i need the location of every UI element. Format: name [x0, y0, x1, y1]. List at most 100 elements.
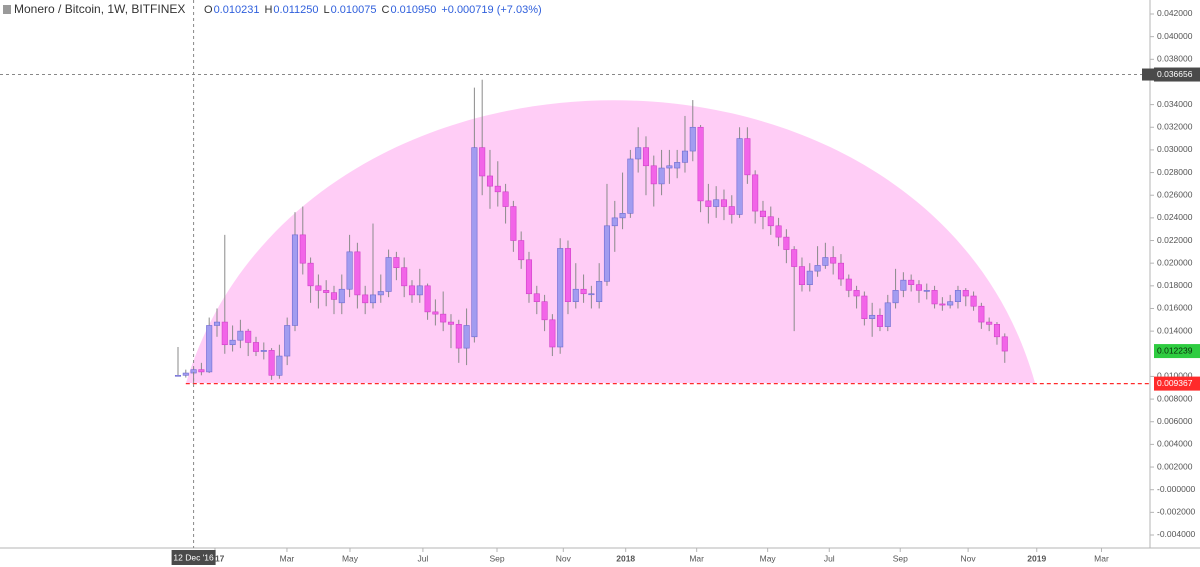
candle-body: [962, 290, 969, 297]
candle-body: [299, 234, 306, 264]
candle-body: [510, 206, 517, 241]
candle-body: [572, 288, 579, 302]
candle-body: [564, 248, 572, 302]
candle-body: [401, 267, 408, 287]
candle-body: [1001, 336, 1008, 352]
candle-body: [923, 290, 930, 292]
candle-body: [689, 126, 696, 152]
candle-body: [525, 259, 533, 295]
candle-body: [845, 278, 852, 291]
candle-body: [486, 175, 494, 187]
candle-body: [986, 321, 993, 325]
candle-body: [182, 372, 189, 376]
candle-body: [767, 216, 774, 227]
candle-body: [213, 321, 221, 326]
candle-body: [954, 290, 961, 302]
y-tick-label: 0.026000: [1157, 189, 1193, 199]
candle-body: [307, 262, 314, 287]
candle-body: [705, 200, 712, 207]
candle-body: [315, 285, 322, 291]
candle-body: [338, 288, 345, 304]
y-tick-label: 0.024000: [1157, 212, 1193, 222]
candle-body: [939, 303, 946, 306]
candle-body: [830, 257, 837, 264]
y-tick-label: 0.040000: [1157, 31, 1193, 41]
y-tick-label: -0.002000: [1157, 507, 1196, 517]
candle-body: [744, 138, 751, 176]
y-tick-label: 0.002000: [1157, 461, 1193, 471]
x-tick-label: Nov: [556, 553, 572, 563]
candle-body: [252, 342, 260, 352]
candle-body: [174, 375, 182, 377]
x-tick-label: Nov: [961, 553, 977, 563]
candle-body: [494, 185, 501, 193]
plot-area: [174, 79, 1150, 385]
candle-body: [432, 311, 439, 315]
candle-body: [611, 217, 618, 227]
legend-value: 0.011250: [273, 4, 318, 16]
candle-body: [884, 302, 891, 327]
candle-body: [245, 330, 252, 343]
candle-body: [580, 288, 587, 295]
candle-body: [440, 313, 447, 323]
x-tick-label: Mar: [1094, 553, 1109, 563]
y-tick-label: 0.042000: [1157, 8, 1193, 18]
legend-key: H: [264, 4, 272, 16]
candle-body: [837, 262, 845, 280]
candle-body: [666, 165, 673, 169]
candle-body: [759, 210, 767, 218]
candle-body: [541, 301, 548, 321]
y-tick-label: 0.014000: [1157, 325, 1193, 335]
candle-body: [791, 249, 798, 267]
candle-body: [658, 167, 665, 185]
y-tick-label: 0.034000: [1157, 99, 1193, 109]
candle-body: [323, 290, 330, 293]
candle-body: [221, 321, 228, 346]
candle-body: [206, 325, 213, 373]
candle-body: [237, 330, 244, 341]
y-tick-label: 0.016000: [1157, 303, 1193, 313]
candle-body: [229, 339, 236, 346]
candle-body: [284, 325, 291, 357]
candle-body: [603, 225, 611, 282]
y-tick-label: 0.006000: [1157, 416, 1193, 426]
candle-body: [260, 350, 267, 352]
candle-body: [931, 290, 938, 305]
last-price-bg: [1154, 344, 1200, 359]
candle-body: [416, 285, 423, 296]
y-tick-label: 0.030000: [1157, 144, 1193, 154]
crosshair-button: [1142, 68, 1154, 81]
candle-body: [346, 251, 353, 290]
candle-body: [681, 150, 689, 163]
candle-body: [463, 325, 470, 349]
candle-body: [697, 126, 704, 202]
x-tick-label: Sep: [893, 553, 908, 563]
legend-key: O: [204, 4, 213, 16]
candle-body: [861, 295, 868, 319]
x-tick-label: 2018: [616, 553, 635, 563]
candle-body: [642, 147, 650, 167]
candle-body: [393, 257, 400, 269]
candle-body: [408, 285, 416, 296]
y-tick-label: 0.028000: [1157, 167, 1193, 177]
candle-body: [424, 285, 431, 313]
x-tick-label: Sep: [489, 553, 504, 563]
chart-title: Monero / Bitcoin, 1W, BITFINEX: [14, 2, 185, 16]
y-tick-label: -0.004000: [1157, 529, 1196, 539]
y-tick-label: 0.020000: [1157, 257, 1193, 267]
candle-body: [775, 225, 782, 238]
candle-body: [291, 234, 299, 326]
support-price-label: 0.009367: [1157, 378, 1193, 388]
candle-body: [900, 279, 907, 291]
candle-body: [720, 199, 728, 207]
x-tick-label: Mar: [689, 553, 704, 563]
legend-value: 0.010231: [214, 4, 260, 16]
candle-body: [752, 174, 759, 212]
candle-body: [915, 284, 923, 291]
y-tick-label: 0.018000: [1157, 280, 1193, 290]
candle-body: [736, 138, 743, 215]
ohlc-legend: O 0.010231 H 0.011250 L 0.010075 C 0.010950 +0.0…: [204, 4, 542, 16]
y-tick-label: 0.032000: [1157, 122, 1193, 132]
legend-value: 0.010950: [390, 4, 436, 16]
